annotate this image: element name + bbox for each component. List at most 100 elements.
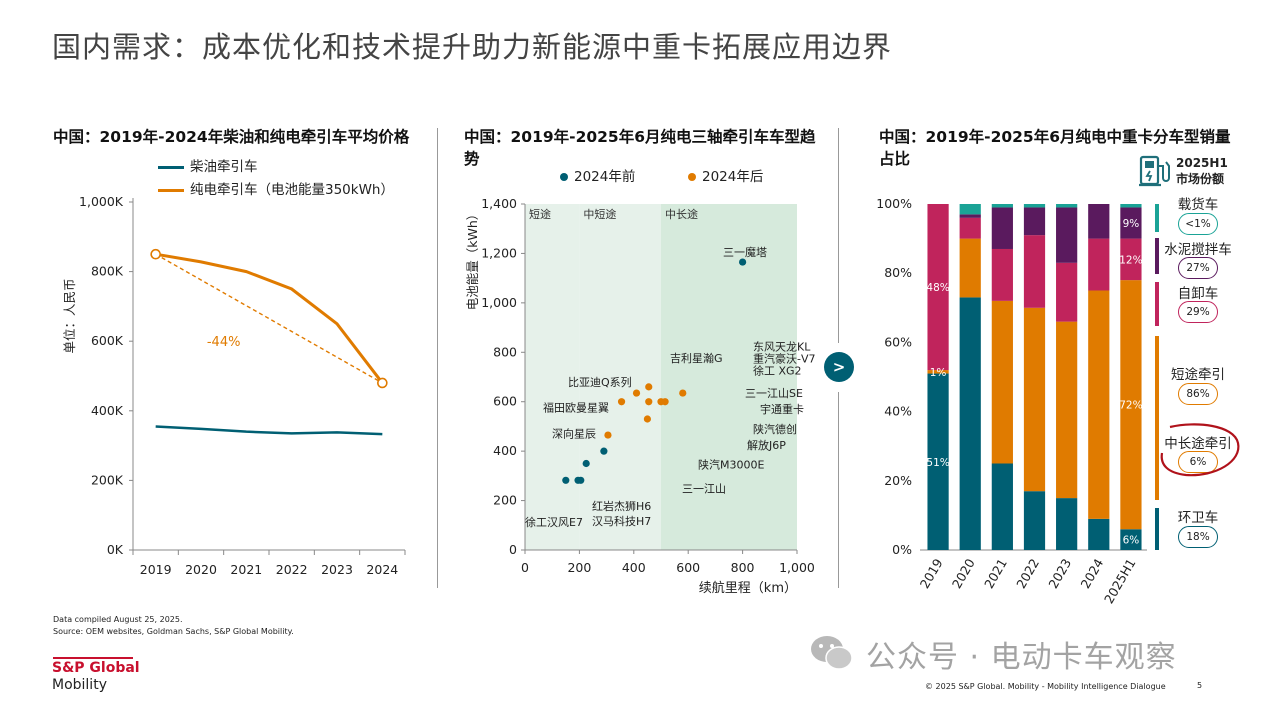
chart1-legend-ev: 纯电牵引车（电池能量350kWh） (158, 178, 394, 198)
y-tick-label: 1,000 (481, 295, 517, 310)
footnote-line-1: Data compiled August 25, 2025. (53, 615, 183, 624)
point-after-2024 (617, 398, 626, 406)
bar-segment (1120, 204, 1142, 208)
point-before-2024 (739, 258, 747, 266)
y-axis-label: 单位：人民币 (62, 278, 77, 353)
bar-segment (1023, 307, 1046, 492)
panel-divider-2a (838, 128, 839, 343)
model-label: 解放J6P (747, 438, 786, 452)
share-label-dump: 自卸车 (1177, 286, 1219, 302)
brand-bar (53, 657, 133, 659)
bracket-dump (1155, 282, 1159, 326)
x-tick-label: 2020 (949, 556, 978, 591)
y-tick-label: 0K (107, 542, 124, 557)
bar-segment (1056, 321, 1078, 499)
legend-swatch-diesel (158, 165, 184, 169)
brand-logo-sub: Mobility (52, 677, 107, 693)
market-share-header: 2025H1 市场份额 (1176, 155, 1228, 187)
x-tick-label: 2024 (366, 562, 398, 577)
y-tick-label: 60% (884, 334, 912, 349)
zone-band (525, 204, 580, 550)
x-tick-label: 2022 (1013, 556, 1042, 591)
x-tick-label: 2019 (140, 562, 172, 577)
copyright: © 2025 S&P Global. Mobility - Mobility I… (925, 682, 1166, 691)
share-pill-long-tractor: 6% (1178, 451, 1218, 473)
price-line-chart: 0K 200K 400K 600K 800K 1,000K 2019 2020 2021 2022… (62, 194, 406, 577)
bar-data-label: 12% (1119, 254, 1142, 266)
legend-label-diesel: 柴油牵引车 (190, 159, 258, 175)
y-tick-label: 0% (892, 542, 912, 557)
x-tick-label: 2024 (1077, 556, 1106, 591)
chart1-legend-diesel: 柴油牵引车 (158, 155, 258, 175)
zone-band (579, 204, 661, 550)
bar-segment (1023, 207, 1046, 236)
bar-segment (927, 204, 949, 371)
chart2-legend-before: 2024年前 (560, 165, 635, 185)
model-label: 比亚迪Q系列 (568, 375, 632, 389)
model-label: 陕汽M3000E (698, 457, 764, 471)
bar-segment (1120, 238, 1142, 281)
model-label: 福田欧曼星翼 (543, 401, 609, 415)
x-tick-label: 2023 (321, 562, 353, 577)
bar-segment (991, 207, 1013, 249)
y-tick-label: 100% (876, 196, 912, 211)
chart2-legend-after: 2024年后 (688, 165, 763, 185)
segment-stacked-bar-chart: 0%20%40%60%80%100%2019 2020 2021 2022 2023 20… (876, 196, 1147, 606)
x-tick-label: 0 (521, 560, 529, 575)
point-after-2024 (645, 383, 653, 391)
model-label: 汉马科技H7 (592, 514, 651, 528)
page-number: 5 (1197, 681, 1203, 690)
model-label: 东风天龙KL (753, 340, 811, 353)
point-before-2024 (562, 476, 570, 484)
share-label-sanitation: 环卫车 (1177, 510, 1219, 526)
bar-segment (927, 370, 949, 374)
bar-data-label: 6% (1123, 535, 1140, 547)
x-tick-label: 2021 (230, 562, 262, 577)
bar-segment (959, 238, 981, 298)
bar-segment (1056, 498, 1078, 550)
point-after-2024 (679, 389, 687, 397)
bracket-tractor (1155, 336, 1159, 500)
model-label: 吉利星瀚G (670, 351, 723, 365)
x-tick-label: 200 (567, 560, 591, 575)
x-tick-label: 1,000 (779, 560, 815, 575)
bar-segment (1120, 280, 1142, 530)
diesel-price-line (155, 425, 383, 436)
bar-data-label: 48% (926, 282, 949, 294)
charging-station-icon (1139, 155, 1170, 187)
y-tick-label: 80% (884, 265, 912, 280)
share-pill-sanitation: 18% (1178, 526, 1218, 548)
legend-dot-before (560, 173, 568, 181)
ev-price-line (155, 252, 384, 384)
point-before-2024 (582, 459, 590, 468)
legend-label-before: 2024年前 (574, 169, 636, 185)
share-pill-dump: 29% (1178, 301, 1218, 323)
point-before-2024 (600, 447, 608, 455)
bar-segment (1023, 204, 1046, 208)
share-label-short-tractor: 短途牵引 (1171, 367, 1225, 383)
bar-segment (991, 204, 1013, 208)
bar-segment (1056, 207, 1078, 263)
x-tick-label: 400 (622, 560, 646, 575)
legend-dot-after (688, 173, 696, 181)
model-label: 重汽豪沃-V7 (753, 352, 816, 366)
share-label-mixer: 水泥搅拌车 (1164, 242, 1232, 258)
highlight-circle (1160, 423, 1240, 477)
trend-dashed-line (155, 253, 383, 384)
chart3-title: 中国：2019年-2025年6月纯电中重卡分车型销量占比 (879, 128, 1231, 168)
bar-segment (959, 214, 981, 218)
bar-segment (1120, 529, 1142, 550)
model-label: 三一江山 (682, 483, 726, 496)
x-tick-label: 2022 (276, 562, 308, 577)
point-before-2024 (577, 476, 585, 484)
x-tick-label: 2023 (1045, 556, 1074, 591)
bar-segment (1056, 204, 1078, 208)
bar-segment (1120, 207, 1142, 239)
point-after-2024 (661, 398, 669, 406)
bar-data-label: 51% (926, 457, 949, 469)
model-label: 深向星辰 (552, 427, 596, 441)
y-tick-label: 200 (493, 493, 517, 508)
market-share-header-line2: 市场份额 (1176, 172, 1225, 186)
watermark: 公众号 · 电动卡车观察 (866, 640, 1177, 675)
y-tick-label: 400K (91, 403, 124, 418)
